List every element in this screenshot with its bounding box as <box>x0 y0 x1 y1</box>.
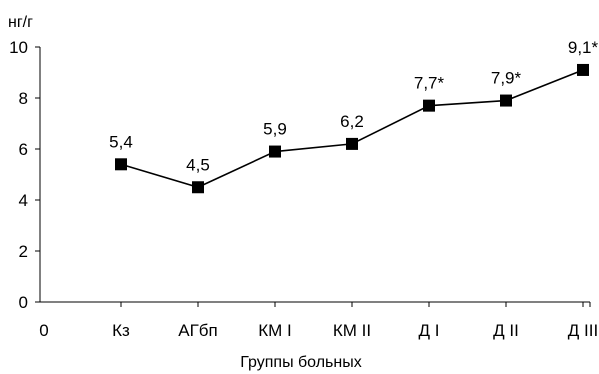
data-point-marker <box>500 94 512 107</box>
y-tick-label: 8 <box>19 89 28 108</box>
data-point-marker <box>577 63 589 76</box>
data-point-marker <box>115 158 127 171</box>
data-label: 4,5 <box>186 155 210 174</box>
data-label: 5,9 <box>263 120 287 139</box>
x-tick-label: 0 <box>39 321 48 340</box>
data-label: 6,2 <box>340 112 364 131</box>
x-tick-label: Д II <box>493 321 519 340</box>
x-tick-label: КМ I <box>258 321 292 340</box>
data-point-marker <box>269 145 281 158</box>
x-tick-label: Кз <box>112 321 130 340</box>
data-label: 7,9* <box>491 69 522 88</box>
y-tick-label: 10 <box>9 38 28 57</box>
data-point-marker <box>192 181 204 194</box>
y-tick-label: 2 <box>19 242 28 261</box>
data-label: 7,7* <box>414 74 445 93</box>
y-axis-label: нг/г <box>8 14 33 31</box>
data-label: 5,4 <box>109 132 133 151</box>
data-labels: 5,4 4,5 5,9 6,2 7,7* 7,9* 9,1* <box>109 38 598 174</box>
x-axis: 0 Кз АГбп КМ I КМ II Д I Д II Д III <box>39 301 598 340</box>
y-axis: 0 2 4 6 8 10 <box>9 38 41 312</box>
x-tick-label: Д I <box>419 321 440 340</box>
x-tick-label: АГбп <box>178 321 218 340</box>
y-tick-label: 4 <box>19 191 28 210</box>
x-tick-label: Д III <box>568 321 598 340</box>
data-point-marker <box>423 99 435 112</box>
y-tick-label: 0 <box>19 293 28 312</box>
markers <box>115 63 589 194</box>
data-point-marker <box>346 137 358 150</box>
x-tick-label: КМ II <box>333 321 371 340</box>
x-axis-label: Группы больных <box>240 354 361 371</box>
y-tick-label: 6 <box>19 140 28 159</box>
data-label: 9,1* <box>568 38 599 57</box>
